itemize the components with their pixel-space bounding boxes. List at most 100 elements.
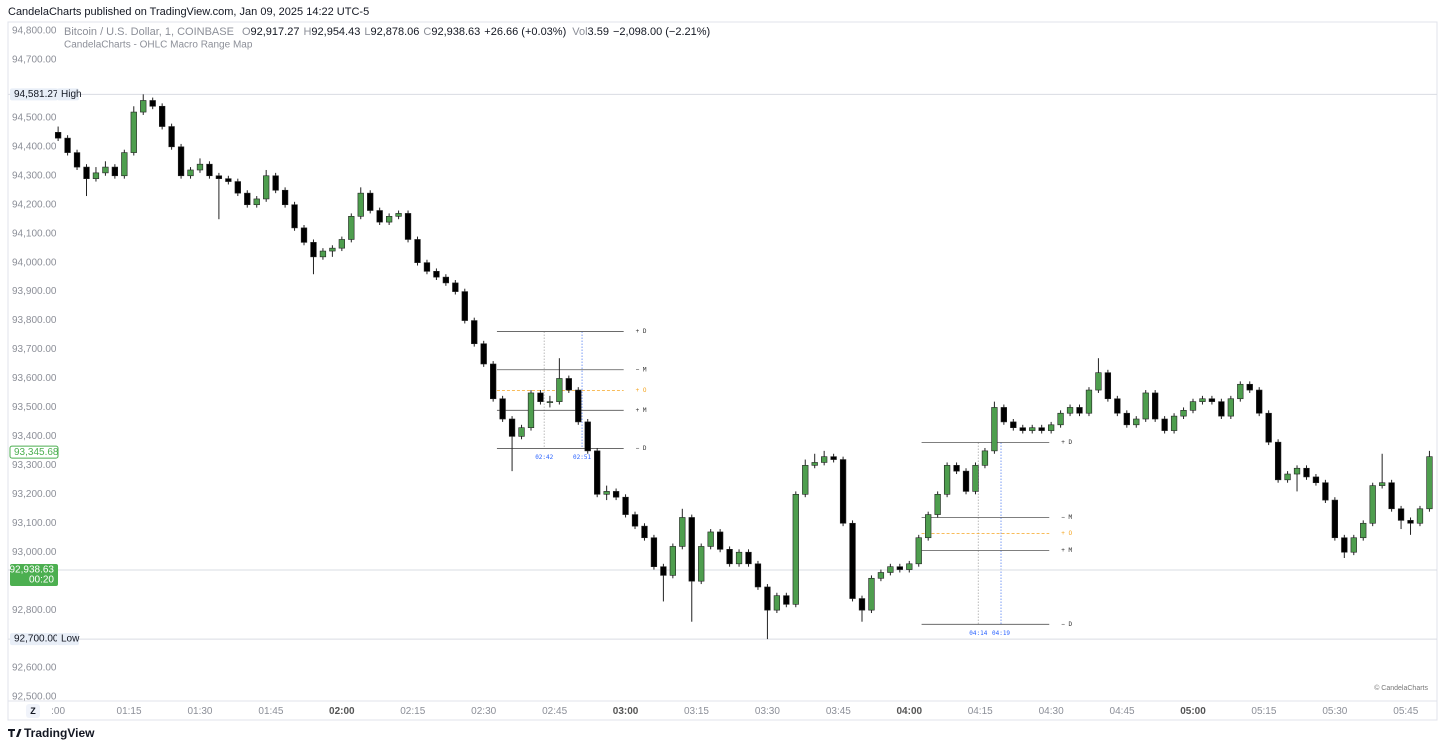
candle-body xyxy=(1133,418,1140,426)
price-badge xyxy=(10,633,58,646)
logo-text: TradingView xyxy=(24,726,95,740)
candle-body xyxy=(433,271,440,278)
candle-body xyxy=(244,192,251,206)
z-button-label[interactable]: Z xyxy=(30,706,36,716)
indicator-name: CandelaCharts - OHLC Macro Range Map xyxy=(64,40,253,51)
logo: TradingView xyxy=(8,726,95,740)
range-level-label: + D xyxy=(636,328,647,335)
candle-body xyxy=(281,189,289,206)
candle-body xyxy=(934,494,941,515)
candle-body xyxy=(849,522,856,599)
candle-body xyxy=(915,537,922,565)
candle-body xyxy=(1095,372,1102,391)
y-tick-label: 93,100.00 xyxy=(12,518,57,529)
price-badge xyxy=(10,563,58,586)
x-tick-label: 01:30 xyxy=(187,706,212,717)
range-level-label: − M xyxy=(1061,514,1072,521)
y-tick-label: 94,500.00 xyxy=(12,112,57,123)
candle-body xyxy=(1397,508,1405,521)
candle-body xyxy=(1076,407,1083,414)
legend-value: 92,917.27 xyxy=(251,26,300,38)
candle-body xyxy=(1369,485,1376,524)
candle-body xyxy=(1104,372,1112,400)
candle-body xyxy=(1199,398,1206,402)
price-badge xyxy=(10,88,58,101)
time-label: 04:19 xyxy=(992,630,1010,637)
candle-body xyxy=(1265,412,1272,443)
x-tick-label: 03:00 xyxy=(613,706,639,717)
legend-change: +26.66 (+0.03%) xyxy=(484,26,566,38)
y-tick-label: 93,000.00 xyxy=(12,547,57,558)
x-tick-label: 02:45 xyxy=(542,706,567,717)
candle-body xyxy=(395,213,402,217)
candle-body xyxy=(660,566,667,576)
x-tick-label: 02:00 xyxy=(329,706,355,717)
candle-body xyxy=(518,427,525,437)
candle-body xyxy=(612,491,620,498)
y-tick-label: 93,300.00 xyxy=(12,460,57,471)
candle-body xyxy=(735,551,743,565)
z-button[interactable] xyxy=(26,704,40,718)
candle-body xyxy=(291,204,298,229)
candle-body xyxy=(385,216,393,223)
candle-body xyxy=(745,551,752,565)
candle-body xyxy=(1379,482,1386,486)
y-tick-label: 93,600.00 xyxy=(12,373,57,384)
candle-body xyxy=(1426,456,1433,510)
range-level-label: + M xyxy=(636,407,647,414)
candle-body xyxy=(187,169,194,177)
candle-body xyxy=(1057,412,1064,426)
candle-body xyxy=(1161,418,1168,431)
range-level-label: + M xyxy=(1061,547,1072,554)
candle-body xyxy=(679,517,686,547)
x-tick-label: 05:15 xyxy=(1251,706,1276,717)
candle-body xyxy=(149,100,156,107)
candle-body xyxy=(121,152,128,177)
candle-body xyxy=(348,216,355,240)
legend-key: C xyxy=(423,26,431,38)
candle-body xyxy=(338,239,345,249)
range-level-label: − D xyxy=(1061,621,1072,628)
logo-mark xyxy=(8,729,22,737)
y-tick-label: 93,900.00 xyxy=(12,286,57,297)
candle-body xyxy=(811,462,818,466)
x-tick-label: 03:15 xyxy=(684,706,709,717)
candle-body xyxy=(1218,401,1225,417)
candle-body xyxy=(140,100,147,113)
candle-body xyxy=(1256,389,1263,414)
x-tick-label: 05:45 xyxy=(1393,706,1418,717)
plot-frame xyxy=(7,21,1438,721)
price-badge-tag: High xyxy=(61,89,82,100)
time-label: 02:42 xyxy=(535,454,553,461)
x-tick-label: 05:30 xyxy=(1322,706,1347,717)
candle-body xyxy=(575,389,582,423)
candle-body xyxy=(263,175,270,200)
y-tick-label: 94,300.00 xyxy=(12,170,57,181)
candle-body xyxy=(206,163,213,177)
y-tick-label: 94,000.00 xyxy=(12,257,57,268)
candle-body xyxy=(367,192,374,211)
candle-body xyxy=(707,531,714,547)
y-tick-label: 94,800.00 xyxy=(12,26,57,37)
candle-body xyxy=(376,210,383,223)
candle-body xyxy=(1416,508,1424,524)
candle-body xyxy=(1274,441,1282,481)
candle-body xyxy=(906,563,913,570)
candle-body xyxy=(603,491,610,495)
x-tick-label: 02:15 xyxy=(400,706,425,717)
candle-body xyxy=(1388,482,1395,510)
candle-body xyxy=(404,213,412,240)
candle-body xyxy=(329,247,336,252)
price-badge-label: 92,938.63 xyxy=(10,565,55,576)
time-label: 02:51 xyxy=(573,454,591,461)
candle-body xyxy=(1284,473,1291,481)
candle-body xyxy=(698,546,705,582)
copyright: © CandelaCharts xyxy=(1374,684,1428,692)
candle-body xyxy=(300,227,308,243)
candle-body xyxy=(631,514,639,527)
candle-body xyxy=(130,111,137,153)
candle-body xyxy=(1237,383,1244,400)
range-level-label: − D xyxy=(636,445,647,452)
